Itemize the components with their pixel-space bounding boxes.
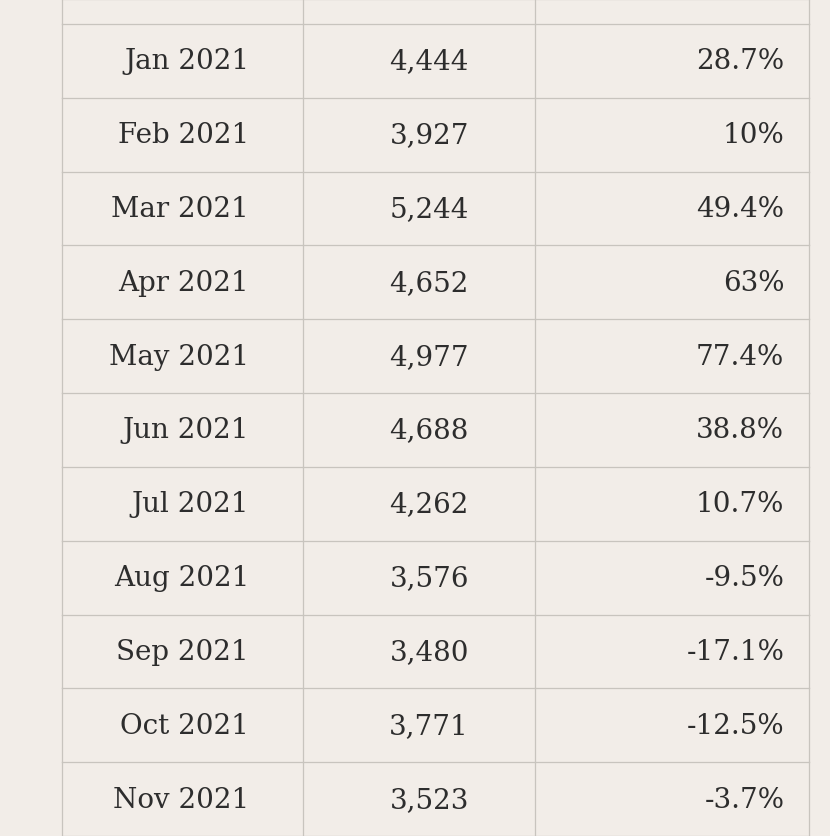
- Text: Jul 2021: Jul 2021: [131, 491, 249, 517]
- Bar: [62, 99, 809, 172]
- Text: 63%: 63%: [723, 269, 784, 297]
- Text: 10%: 10%: [723, 122, 784, 149]
- Bar: [62, 246, 809, 320]
- Text: 38.8%: 38.8%: [696, 417, 784, 444]
- Bar: [62, 614, 809, 689]
- Text: May 2021: May 2021: [109, 344, 249, 370]
- Text: Nov 2021: Nov 2021: [113, 786, 249, 813]
- Text: 28.7%: 28.7%: [696, 48, 784, 75]
- Text: Oct 2021: Oct 2021: [120, 712, 249, 739]
- Text: 3,927: 3,927: [389, 122, 469, 149]
- Text: -3.7%: -3.7%: [705, 786, 784, 813]
- Bar: [62, 394, 809, 467]
- Text: 3,771: 3,771: [389, 712, 469, 739]
- Text: Feb 2021: Feb 2021: [118, 122, 249, 149]
- Text: Mar 2021: Mar 2021: [111, 196, 249, 222]
- Text: 5,244: 5,244: [389, 196, 469, 222]
- Bar: [62, 467, 809, 541]
- Text: 10.7%: 10.7%: [696, 491, 784, 517]
- Bar: [62, 172, 809, 246]
- Text: 4,652: 4,652: [389, 269, 469, 297]
- Bar: [62, 541, 809, 614]
- Text: -17.1%: -17.1%: [686, 638, 784, 665]
- Text: Aug 2021: Aug 2021: [114, 564, 249, 591]
- Text: 77.4%: 77.4%: [696, 344, 784, 370]
- Text: 3,480: 3,480: [389, 638, 469, 665]
- Text: 3,523: 3,523: [389, 786, 469, 813]
- Bar: [62, 762, 809, 836]
- Bar: [62, 320, 809, 394]
- Text: 4,444: 4,444: [389, 48, 469, 75]
- Text: 49.4%: 49.4%: [696, 196, 784, 222]
- Text: 4,688: 4,688: [389, 417, 469, 444]
- Text: Apr 2021: Apr 2021: [119, 269, 249, 297]
- Bar: [62, 25, 809, 99]
- Text: 4,262: 4,262: [389, 491, 469, 517]
- Text: -9.5%: -9.5%: [705, 564, 784, 591]
- Text: Sep 2021: Sep 2021: [116, 638, 249, 665]
- Bar: [62, 689, 809, 762]
- Text: Jun 2021: Jun 2021: [123, 417, 249, 444]
- Text: 4,977: 4,977: [389, 344, 469, 370]
- Text: Jan 2021: Jan 2021: [124, 48, 249, 75]
- Text: -12.5%: -12.5%: [686, 712, 784, 739]
- Text: 3,576: 3,576: [389, 564, 469, 591]
